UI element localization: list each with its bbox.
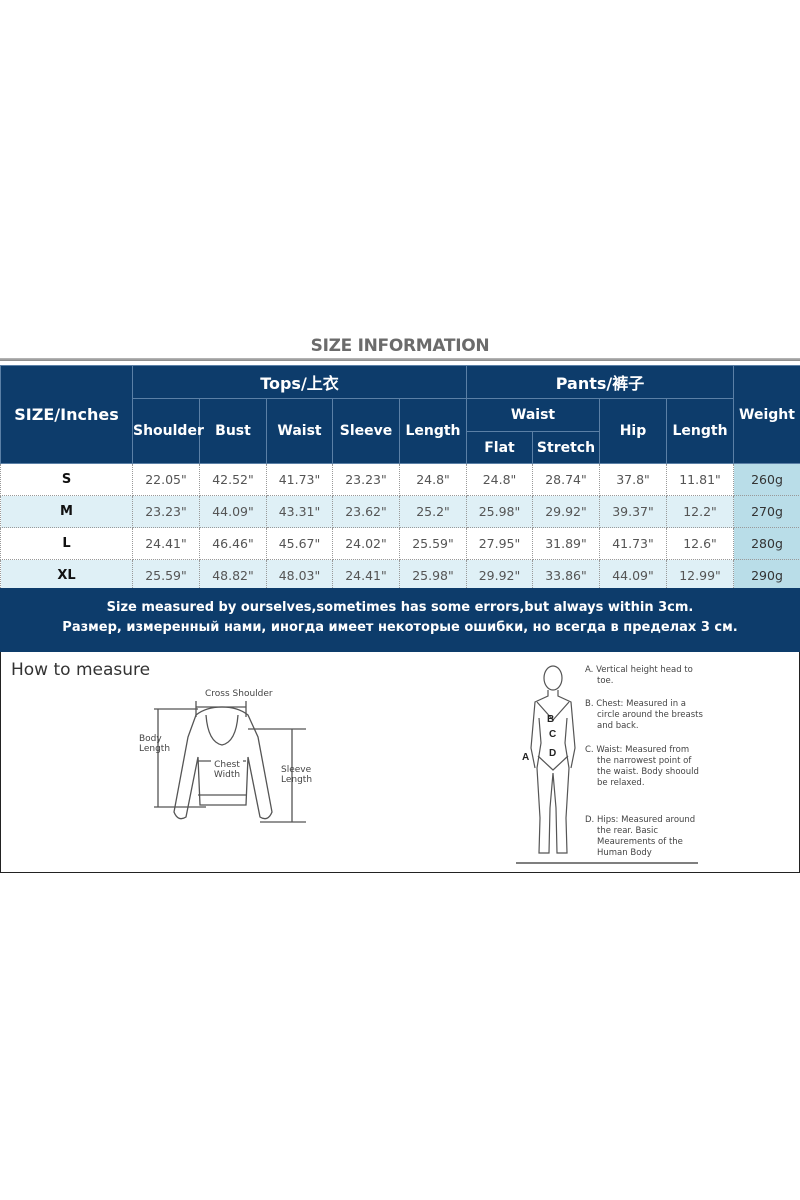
value-cell: 29.92" <box>532 495 600 528</box>
value-cell: 24.8" <box>466 463 533 496</box>
letter-c: C <box>549 729 556 740</box>
value-cell: 25.59" <box>399 527 467 560</box>
weight-cell: 270g <box>733 495 800 528</box>
weight-header: Weight <box>733 365 800 464</box>
value-cell: 41.73" <box>599 527 667 560</box>
cross-shoulder-label: Cross Shoulder <box>205 689 273 699</box>
value-cell: 31.89" <box>532 527 600 560</box>
value-cell: 43.31" <box>266 495 333 528</box>
letter-a: A <box>522 752 529 763</box>
value-cell: 25.98" <box>399 559 467 592</box>
value-cell: 37.8" <box>599 463 667 496</box>
col-shoulder: Shoulder <box>132 398 204 464</box>
col-flat: Flat <box>466 431 533 464</box>
value-cell: 23.62" <box>332 495 400 528</box>
value-cell: 48.03" <box>266 559 333 592</box>
value-cell: 28.74" <box>532 463 600 496</box>
value-cell: 24.8" <box>399 463 467 496</box>
letter-b: B <box>547 714 554 725</box>
size-table: SIZE/Inches Tops/上衣 Pants/裤子 Weight Shou… <box>0 365 800 592</box>
notice-banner: Size measured by ourselves,sometimes has… <box>0 588 800 652</box>
size-cell: L <box>0 527 133 560</box>
value-cell: 42.52" <box>199 463 267 496</box>
value-cell: 25.2" <box>399 495 467 528</box>
col-pants-length: Length <box>665 398 735 464</box>
value-cell: 12.2" <box>665 495 735 528</box>
col-hip: Hip <box>599 398 667 464</box>
value-cell: 12.6" <box>665 527 735 560</box>
table-row: M 23.23" 44.09" 43.31" 23.62" 25.2" 25.98" 29.9… <box>0 495 800 528</box>
value-cell: 27.95" <box>466 527 533 560</box>
value-cell: 46.46" <box>199 527 267 560</box>
measure-heading: How to measure <box>11 660 151 680</box>
pants-header: Pants/裤子 <box>465 365 735 399</box>
value-cell: 24.41" <box>332 559 400 592</box>
table-row: L 24.41" 46.46" 45.67" 24.02" 25.59" 27.95" 31.… <box>0 527 800 560</box>
sleeve-length-label: Sleeve Length <box>281 765 313 785</box>
note-c: C. Waist: Measured from the narrowest po… <box>585 745 699 788</box>
value-cell: 29.92" <box>466 559 533 592</box>
note-d: D. Hips: Measured around the rear. Basic… <box>585 815 696 858</box>
col-length: Length <box>399 398 467 464</box>
value-cell: 25.59" <box>132 559 200 592</box>
notice-english: Size measured by ourselves,sometimes has… <box>106 600 694 615</box>
col-pants-waist: Waist <box>466 398 600 432</box>
note-b: B. Chest: Measured in a circle around th… <box>585 699 703 731</box>
value-cell: 44.09" <box>599 559 667 592</box>
size-cell: XL <box>0 559 133 592</box>
how-to-measure-panel: How to measure Cross Shoulder Body Lengt… <box>0 652 800 873</box>
chest-width-label: Chest Width <box>211 760 243 780</box>
weight-cell: 290g <box>733 559 800 592</box>
value-cell: 24.41" <box>132 527 200 560</box>
body-diagram: B C D A <box>516 665 698 864</box>
col-stretch: Stretch <box>532 431 600 464</box>
tops-header: Tops/上衣 <box>132 365 467 399</box>
value-cell: 33.86" <box>532 559 600 592</box>
value-cell: 39.37" <box>599 495 667 528</box>
value-cell: 48.82" <box>199 559 267 592</box>
col-waist: Waist <box>266 398 333 464</box>
value-cell: 23.23" <box>332 463 400 496</box>
size-header: SIZE/Inches <box>0 365 133 464</box>
body-length-label: Body Length <box>139 734 171 754</box>
weight-cell: 280g <box>733 527 800 560</box>
value-cell: 11.81" <box>665 463 735 496</box>
shirt-diagram <box>154 701 306 823</box>
size-cell: S <box>0 463 133 496</box>
value-cell: 25.98" <box>466 495 533 528</box>
size-cell: M <box>0 495 133 528</box>
col-sleeve: Sleeve <box>332 398 400 464</box>
table-row: XL 25.59" 48.82" 48.03" 24.41" 25.98" 29.92" 33… <box>0 559 800 592</box>
table-row: S 22.05" 42.52" 41.73" 23.23" 24.8" 24.8" 28.74… <box>0 463 800 496</box>
value-cell: 24.02" <box>332 527 400 560</box>
divider <box>0 358 800 361</box>
value-cell: 12.99" <box>665 559 735 592</box>
page-title: SIZE INFORMATION <box>310 336 490 356</box>
weight-cell: 260g <box>733 463 800 496</box>
value-cell: 41.73" <box>266 463 333 496</box>
value-cell: 44.09" <box>199 495 267 528</box>
value-cell: 23.23" <box>132 495 200 528</box>
value-cell: 22.05" <box>132 463 200 496</box>
value-cell: 45.67" <box>266 527 333 560</box>
letter-d: D <box>549 748 556 759</box>
notice-russian: Размер, измеренный нами, иногда имеет не… <box>62 620 738 635</box>
col-bust: Bust <box>199 398 267 464</box>
note-a: A. Vertical height head to toe. <box>585 665 693 686</box>
